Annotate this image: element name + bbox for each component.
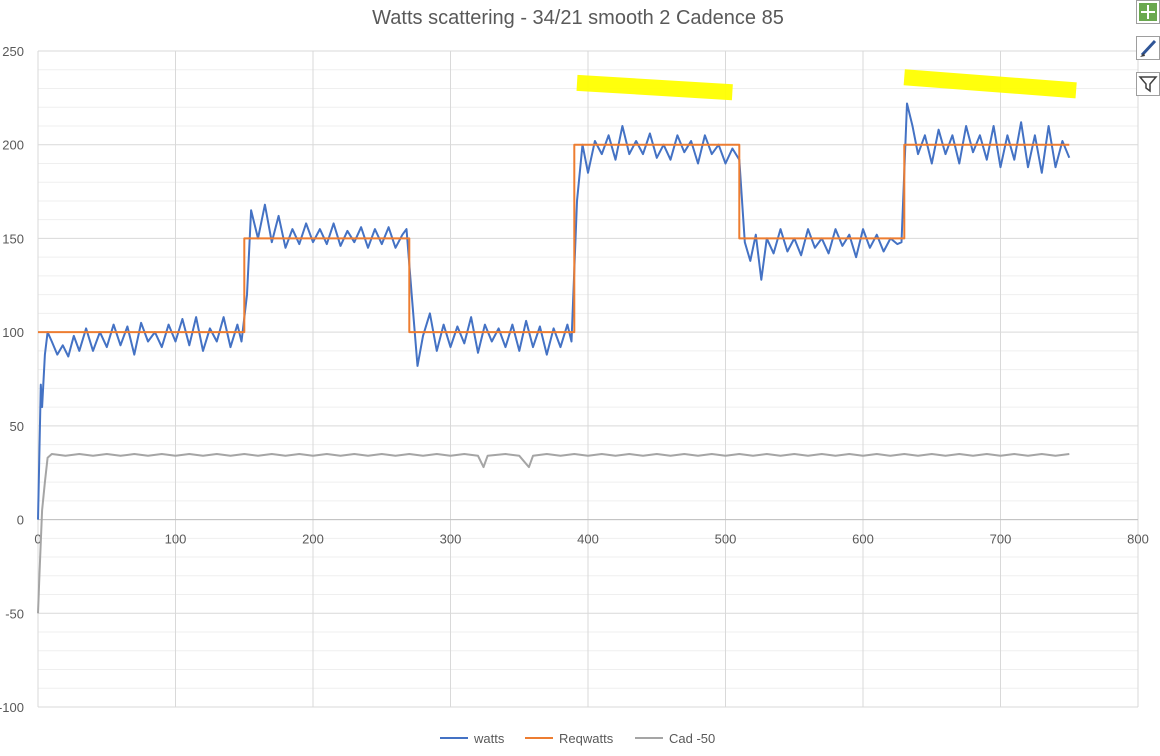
x-tick-label: 100 — [165, 532, 187, 547]
x-tick-label: 0 — [34, 532, 41, 547]
y-tick-label: -100 — [0, 700, 24, 715]
x-tick-label: 800 — [1127, 532, 1149, 547]
y-tick-label: 50 — [10, 419, 24, 434]
legend-item-reqwatts[interactable]: Reqwatts — [525, 731, 614, 746]
x-tick-label: 500 — [715, 532, 737, 547]
legend-item-watts[interactable]: watts — [440, 731, 505, 746]
y-tick-label: -50 — [5, 606, 24, 621]
x-tick-label: 600 — [852, 532, 874, 547]
legend-label: Cad -50 — [669, 731, 715, 746]
highlight-marks — [576, 69, 1077, 101]
series-line-watts[interactable] — [37, 102, 1071, 520]
legend-item-cad-50[interactable]: Cad -50 — [635, 731, 715, 746]
x-tick-label: 400 — [577, 532, 599, 547]
series-line-cad-50[interactable] — [37, 453, 1070, 614]
axis-ticks: -100 -50 0 50 100 150 200 250 0 100 200 300 400 500 60… — [0, 44, 1149, 715]
x-tick-label: 200 — [302, 532, 324, 547]
x-tick-label: 700 — [990, 532, 1012, 547]
chart-title: Watts scattering - 34/21 smooth 2 Cadenc… — [372, 7, 784, 29]
legend[interactable]: watts Reqwatts Cad -50 — [440, 731, 715, 746]
x-tick-label: 300 — [440, 532, 462, 547]
plus-icon — [1139, 3, 1157, 21]
y-tick-label: 250 — [2, 44, 24, 59]
series-lines — [37, 102, 1071, 614]
gridlines — [37, 50, 1139, 708]
legend-label: watts — [473, 731, 505, 746]
chart-elements-button[interactable] — [1136, 0, 1160, 24]
highlight-mark-1 — [576, 74, 733, 101]
chart-filters-button[interactable] — [1136, 72, 1160, 96]
highlight-mark-2 — [903, 69, 1077, 99]
series-line-reqwatts[interactable] — [38, 143, 1070, 334]
chart-styles-button[interactable] — [1136, 36, 1160, 60]
y-tick-label: 150 — [2, 231, 24, 246]
brush-icon — [1140, 39, 1157, 57]
y-tick-label: 100 — [2, 325, 24, 340]
legend-label: Reqwatts — [559, 731, 614, 746]
y-tick-label: 200 — [2, 138, 24, 153]
y-tick-label: 0 — [17, 513, 24, 528]
filter-icon — [1138, 76, 1158, 93]
